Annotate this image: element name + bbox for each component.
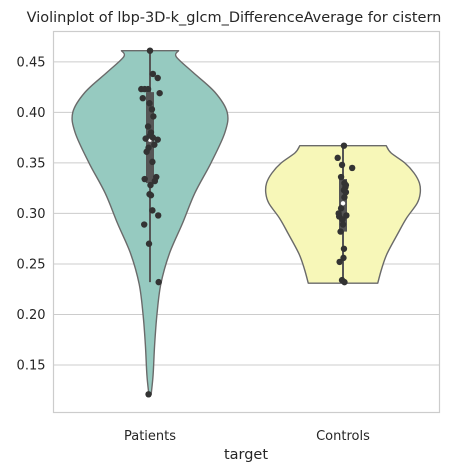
point-controls-0 <box>340 142 348 149</box>
point-controls-17 <box>337 228 344 235</box>
point-controls-11 <box>337 205 345 212</box>
strip-points <box>138 47 356 398</box>
point-controls-4 <box>337 173 345 181</box>
point-patients-30 <box>145 240 153 247</box>
point-controls-19 <box>340 254 347 262</box>
point-patients-19 <box>143 148 150 155</box>
point-patients-23 <box>151 177 159 185</box>
y-tick-label-4: 0.35 <box>17 156 46 171</box>
violins <box>71 50 422 396</box>
point-controls-2 <box>338 161 346 169</box>
y-tick-label-5: 0.40 <box>17 106 46 121</box>
point-patients-31 <box>155 278 162 286</box>
point-controls-15 <box>339 216 346 223</box>
point-patients-20 <box>149 158 156 166</box>
y-tick-label-1: 0.20 <box>17 308 46 323</box>
point-patients-1 <box>149 70 157 78</box>
point-patients-9 <box>148 106 156 113</box>
point-controls-13 <box>343 212 350 219</box>
point-patients-27 <box>149 207 156 214</box>
x-tick-label-patients: Patients <box>124 429 176 444</box>
chart-title: Violinplot of lbp-3D-k_glcm_DifferenceAv… <box>27 10 442 26</box>
point-controls-18 <box>340 245 348 252</box>
point-controls-1 <box>334 154 341 162</box>
point-patients-6 <box>156 89 163 97</box>
point-patients-29 <box>141 221 148 228</box>
y-tick-label-2: 0.25 <box>17 257 46 272</box>
point-patients-11 <box>144 123 152 130</box>
point-controls-22 <box>341 278 348 286</box>
point-patients-7 <box>139 95 146 102</box>
point-patients-17 <box>151 141 158 148</box>
plot-frame <box>52 30 441 414</box>
point-patients-2 <box>154 74 161 82</box>
point-patients-5 <box>144 85 152 93</box>
point-controls-10 <box>341 194 348 201</box>
point-patients-16 <box>154 136 161 143</box>
point-controls-3 <box>348 164 356 172</box>
point-patients-26 <box>147 192 155 199</box>
point-patients-15 <box>142 135 149 142</box>
point-controls-20 <box>336 258 343 266</box>
x-axis-label: target <box>224 447 268 463</box>
x-axis-ticks: Patients Controls <box>124 429 370 444</box>
y-tick-label-6: 0.45 <box>17 55 46 70</box>
point-patients-28 <box>155 212 162 219</box>
point-controls-16 <box>339 221 347 228</box>
point-patients-22 <box>141 175 148 183</box>
point-patients-14 <box>149 134 157 141</box>
y-tick-label-0: 0.15 <box>17 359 46 374</box>
x-tick-label-controls: Controls <box>316 429 370 444</box>
point-patients-24 <box>147 181 154 189</box>
point-patients-0 <box>146 47 154 54</box>
point-controls-9 <box>342 188 350 196</box>
y-tick-label-3: 0.30 <box>17 207 46 222</box>
point-patients-10 <box>150 113 157 120</box>
point-patients-8 <box>146 100 153 107</box>
point-patients-32 <box>145 391 152 398</box>
median-controls <box>340 201 346 206</box>
y-axis-ticks: 0.15 0.20 0.25 0.30 0.35 0.40 0.45 <box>17 55 46 373</box>
